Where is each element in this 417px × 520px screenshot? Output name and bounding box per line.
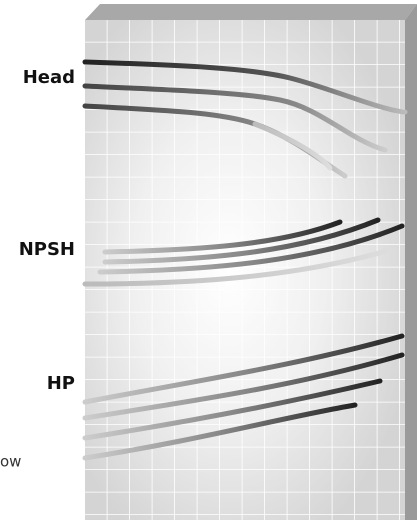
- page: Head NPSH HP ow (() => { const data = JS…: [0, 0, 417, 520]
- flow-label: ow: [0, 453, 21, 471]
- hp-label: HP: [47, 373, 75, 394]
- npsh-label: NPSH: [19, 239, 75, 260]
- head-label: Head: [23, 67, 75, 88]
- pump-curve-illustration: Head NPSH HP ow: [0, 0, 417, 520]
